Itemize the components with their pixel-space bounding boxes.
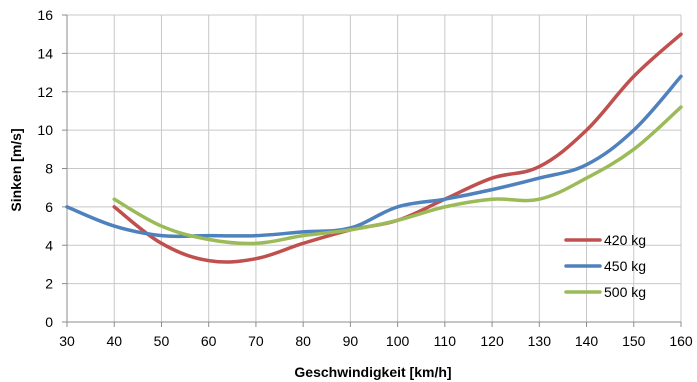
axis-layer <box>62 14 682 327</box>
x-tick-label: 130 <box>528 333 552 349</box>
x-tick-label: 80 <box>295 333 311 349</box>
y-tick-label: 16 <box>37 7 53 23</box>
y-axis-title: Sinken [m/s] <box>8 128 24 211</box>
legend-label-1: 420 kg <box>604 232 646 248</box>
legend-label-3: 500 kg <box>604 284 646 300</box>
x-tick-label: 90 <box>343 333 359 349</box>
x-tick-label: 50 <box>154 333 170 349</box>
y-tick-label: 0 <box>45 314 53 330</box>
series-line-2 <box>65 74 683 239</box>
x-tick-label: 150 <box>622 333 646 349</box>
x-tick-label: 160 <box>669 333 693 349</box>
series-line-3 <box>112 105 683 246</box>
x-tick-label: 70 <box>248 333 264 349</box>
x-tick-label: 140 <box>575 333 599 349</box>
y-tick-label: 10 <box>37 122 53 138</box>
y-tick-label: 14 <box>37 45 53 61</box>
series-layer <box>65 32 683 264</box>
y-tick-label: 4 <box>45 237 53 253</box>
x-tick-label: 40 <box>106 333 122 349</box>
legend: 420 kg 450 kg 500 kg <box>564 232 646 300</box>
tick-label-layer: 30 40 50 60 70 80 90 100 110 120 130 140 150 160 0 2 4 6 8… <box>37 7 692 349</box>
x-tick-label: 60 <box>201 333 217 349</box>
x-tick-label: 30 <box>59 333 75 349</box>
y-tick-label: 6 <box>45 199 53 215</box>
x-tick-label: 100 <box>386 333 410 349</box>
y-tick-label: 8 <box>45 161 53 177</box>
legend-label-2: 450 kg <box>604 258 646 274</box>
x-tick-label: 110 <box>434 333 457 349</box>
x-tick-label: 120 <box>480 333 504 349</box>
grid-layer <box>67 14 682 322</box>
x-axis-title: Geschwindigkeit [km/h] <box>294 364 451 380</box>
y-tick-label: 2 <box>45 276 53 292</box>
y-tick-label: 12 <box>37 84 53 100</box>
